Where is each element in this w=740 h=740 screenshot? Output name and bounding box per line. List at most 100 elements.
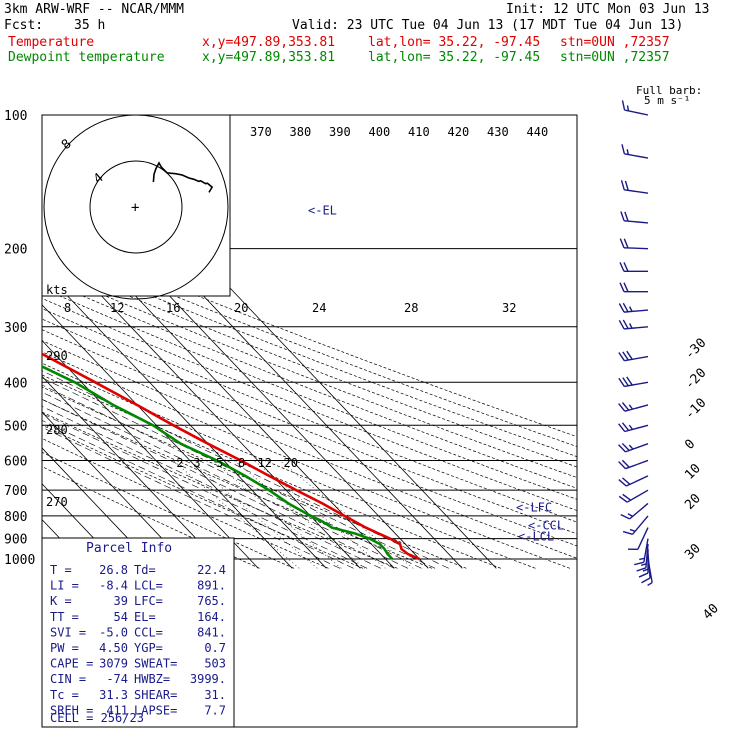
- wind-axis-label: 12: [110, 301, 124, 315]
- isotherm-right-label: 30: [682, 541, 704, 563]
- wind-barb-full: [618, 319, 625, 330]
- dry-adiabat-line: [42, 249, 577, 458]
- wind-barb: [621, 100, 649, 116]
- wind-barb-full: [618, 352, 625, 362]
- wind-barb-full: [618, 423, 626, 432]
- dry-adiabat-line: [42, 351, 571, 569]
- parcel-info-box: [41, 537, 235, 728]
- dewp-stn: stn=0UN ,72357: [560, 50, 670, 65]
- hodograph-center: +: [131, 200, 139, 216]
- isotherm-line: [42, 196, 395, 569]
- wind-barb-staff: [637, 527, 649, 550]
- wind-barb-staff: [624, 189, 649, 194]
- wind-barb-full: [619, 238, 625, 249]
- dewp-series-name: Dewpoint temperature: [8, 50, 165, 65]
- wind-axis-label: 20: [234, 301, 248, 315]
- theta-label: 440: [527, 125, 549, 139]
- parcel-value: 22.4: [197, 563, 226, 577]
- temperature-profile: [42, 352, 420, 561]
- wind-barb: [620, 502, 649, 520]
- wind-barb-staff: [645, 543, 649, 568]
- wind-barb-full: [621, 100, 626, 111]
- wind-barb-full: [622, 377, 629, 387]
- wind-barb-full: [623, 262, 629, 272]
- wind-barb-full: [618, 479, 627, 487]
- pressure-tick-label: 900: [4, 533, 27, 548]
- wind-barb-full: [621, 422, 630, 431]
- parcel-key: CCL=: [134, 625, 163, 639]
- theta-label: 380: [290, 125, 312, 139]
- dewp-latlon: lat,lon= 35.22, -97.45: [368, 50, 541, 65]
- theta-label: 420: [448, 125, 470, 139]
- parcel-key: Td=: [134, 563, 156, 577]
- wind-barb-full: [622, 319, 629, 329]
- barb-legend-title: Full barb:: [636, 84, 702, 97]
- wind-barb: [627, 527, 649, 551]
- isotherm-line: [42, 447, 157, 569]
- parcel-value: 891.: [197, 579, 226, 593]
- dewp-xy: x,y=497.89,353.81: [202, 50, 336, 65]
- wind-barb: [619, 282, 648, 293]
- wind-barb-full: [618, 444, 626, 453]
- parcel-key: HWBZ=: [134, 672, 170, 686]
- dry-adiabat-line: [42, 340, 577, 559]
- wind-barb: [636, 543, 649, 572]
- init-time: Init: 12 UTC Mon 03 Jun 13: [506, 2, 710, 17]
- theta-left-label: 270: [46, 495, 68, 509]
- theta-label: 410: [408, 125, 430, 139]
- pressure-tick-label: 400: [4, 376, 27, 391]
- dry-adiabat-line: [42, 466, 260, 569]
- wind-barb-full: [619, 262, 625, 272]
- parcel-key: PW =: [50, 641, 79, 655]
- wind-barb: [618, 422, 649, 433]
- wind-barb-full: [621, 442, 630, 452]
- wind-barb: [618, 442, 649, 453]
- hodograph-ring-inner: [89, 160, 183, 254]
- wind-barb-full: [641, 577, 651, 584]
- wind-barb-full: [622, 302, 629, 313]
- wind-barb: [620, 211, 649, 224]
- parcel-key: LFC=: [134, 594, 163, 608]
- wind-barb: [618, 319, 649, 330]
- mixing-ratio-label: 2: [176, 456, 183, 470]
- isotherm-right-label: 10: [682, 461, 704, 483]
- parcel-value: 31.: [204, 688, 226, 702]
- hodograph-trace: [152, 161, 214, 193]
- wind-barb: [622, 515, 649, 535]
- pressure-tick-label: 600: [4, 454, 27, 469]
- dry-adiabat-line: [42, 288, 577, 500]
- wind-barb: [621, 144, 649, 159]
- isotherm-line: [42, 232, 361, 569]
- dry-adiabat-line: [42, 451, 295, 569]
- pressure-tick-label: 200: [4, 243, 27, 258]
- dry-adiabat-line: [42, 398, 433, 569]
- parcel-key: CIN =: [50, 672, 86, 686]
- pressure-tick-label: 800: [4, 510, 27, 525]
- wind-barb-full: [618, 377, 625, 387]
- moist-adiabat-line: [42, 413, 368, 569]
- parcel-value: 503: [204, 657, 226, 671]
- wind-barb-full: [621, 144, 626, 155]
- wind-barb: [618, 402, 649, 412]
- wind-barb-staff: [624, 109, 649, 116]
- wind-barb: [638, 549, 649, 578]
- isotherm-line: [42, 340, 259, 569]
- parcel-value: 3999.: [190, 672, 226, 686]
- temp-series-name: Temperature: [8, 35, 95, 50]
- level-label: <-CCL: [528, 519, 564, 533]
- parcel-value: 765.: [197, 594, 226, 608]
- parcel-value: 31.3: [99, 688, 128, 702]
- parcel-key: K =: [50, 594, 72, 608]
- theta-label: 430: [487, 125, 509, 139]
- dry-adiabat-line: [42, 240, 577, 447]
- dry-adiabat-line: [42, 411, 398, 569]
- mixing-ratio-line: [212, 460, 342, 569]
- parcel-value: -5.0: [99, 625, 128, 639]
- parcel-key: LAPSE=: [134, 703, 177, 717]
- level-label: <-EL: [308, 203, 337, 217]
- wind-barb-half: [626, 105, 630, 111]
- temp-latlon: lat,lon= 35.22, -97.45: [368, 35, 541, 50]
- wind-barb: [618, 459, 649, 470]
- wind-barb-staff: [626, 489, 649, 503]
- moist-adiabat-line: [42, 426, 341, 569]
